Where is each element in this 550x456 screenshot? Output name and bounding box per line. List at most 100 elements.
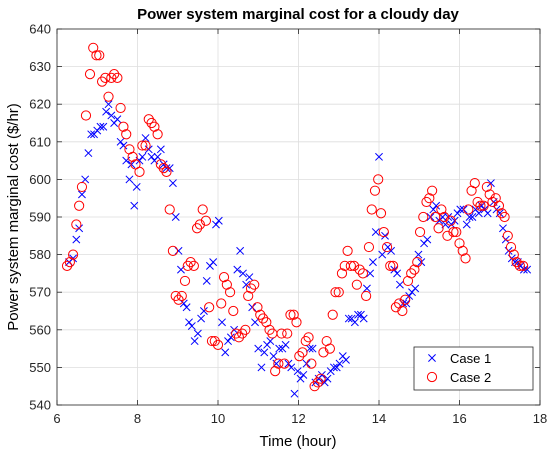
data-point <box>297 347 308 358</box>
data-point <box>451 226 462 238</box>
data-point <box>342 355 350 364</box>
data-point <box>119 141 128 150</box>
y-tick-label: 560 <box>29 322 51 337</box>
data-point <box>366 269 375 278</box>
data-point <box>153 152 162 161</box>
data-point <box>228 305 239 317</box>
data-point <box>197 314 206 323</box>
data-point <box>342 245 353 256</box>
data-point <box>134 166 145 177</box>
data-point <box>231 328 242 339</box>
data-point <box>257 313 269 324</box>
data-point <box>152 129 163 140</box>
data-point <box>197 204 208 215</box>
data-point <box>373 174 384 185</box>
tick-labels: 6 8 10 12 14 16 18 540 550 560 570 580 590 600 610 620 6… <box>29 22 547 427</box>
y-tick-label: 590 <box>29 210 51 225</box>
x-axis-label: Time (hour) <box>260 433 337 450</box>
data-point <box>249 279 260 290</box>
data-point <box>107 111 116 120</box>
data-point <box>354 310 363 319</box>
data-point <box>84 69 96 80</box>
data-point <box>245 283 257 294</box>
data-point <box>330 287 341 298</box>
data-point <box>517 260 529 271</box>
data-point <box>508 249 519 260</box>
data-point <box>414 250 423 259</box>
data-point <box>469 178 480 189</box>
data-marks <box>61 42 532 398</box>
data-point <box>194 219 205 230</box>
data-point <box>226 333 235 342</box>
x-tick-label: 12 <box>291 411 305 426</box>
x-tick-label: 8 <box>134 411 141 426</box>
data-point <box>61 260 73 271</box>
data-point <box>433 223 444 234</box>
data-point <box>275 344 284 353</box>
data-point <box>417 258 426 267</box>
data-point <box>317 370 326 379</box>
data-point <box>448 226 459 238</box>
data-point <box>397 305 408 317</box>
data-point <box>361 290 372 302</box>
data-point <box>185 318 193 327</box>
data-point <box>475 200 486 211</box>
data-point <box>332 363 341 372</box>
data-point <box>140 140 151 151</box>
data-point <box>462 220 471 229</box>
data-point <box>130 201 139 210</box>
data-point <box>288 309 299 320</box>
x-tick-label: 10 <box>211 411 225 426</box>
data-point <box>74 200 85 211</box>
data-point <box>224 287 236 298</box>
data-point <box>418 211 429 223</box>
data-point <box>427 185 438 196</box>
data-point <box>412 257 423 268</box>
chart-title: Power system marginal cost for a cloudy … <box>137 6 459 23</box>
y-tick-label: 570 <box>29 285 51 300</box>
data-point <box>363 241 375 253</box>
x-tick-label: 18 <box>533 411 547 426</box>
data-point <box>393 269 402 278</box>
data-point <box>385 260 396 271</box>
data-point <box>350 318 359 327</box>
y-tick-label: 640 <box>29 22 51 37</box>
data-point <box>356 310 365 319</box>
data-point <box>406 268 417 279</box>
data-point <box>423 235 432 244</box>
data-point <box>474 209 483 218</box>
data-point <box>254 344 263 353</box>
data-point <box>116 137 125 146</box>
data-point <box>164 204 175 215</box>
data-point <box>276 328 287 339</box>
data-point <box>216 298 227 309</box>
data-point <box>357 268 368 279</box>
data-point <box>209 258 218 267</box>
data-point <box>414 226 426 238</box>
y-tick-label: 540 <box>29 398 51 413</box>
data-point <box>324 343 335 354</box>
data-point <box>71 219 82 230</box>
data-point <box>502 230 513 241</box>
data-point <box>146 117 157 129</box>
data-point <box>188 260 199 271</box>
y-tick-label: 630 <box>29 59 51 74</box>
data-point <box>112 72 123 83</box>
data-point <box>487 196 498 208</box>
data-point <box>212 339 224 350</box>
data-point <box>460 253 471 264</box>
data-point <box>113 115 122 124</box>
data-point <box>309 381 320 392</box>
data-point <box>493 200 505 211</box>
data-point <box>218 272 230 283</box>
data-point <box>335 359 344 368</box>
data-point <box>109 69 120 80</box>
data-point <box>450 216 459 225</box>
data-point <box>345 260 356 271</box>
data-point <box>206 335 218 347</box>
data-point <box>96 76 108 87</box>
data-point <box>284 359 293 368</box>
data-point <box>369 258 377 267</box>
data-point <box>255 309 266 320</box>
data-point <box>436 204 447 215</box>
